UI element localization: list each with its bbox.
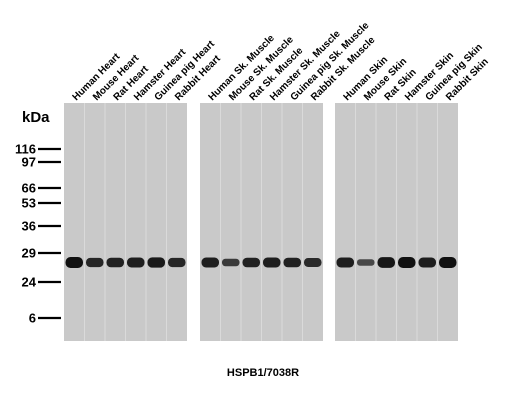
band-skeletal-muscle-3 [263, 257, 281, 268]
mw-label-29: 29 [22, 246, 36, 261]
band-skeletal-muscle-4 [283, 257, 301, 268]
mw-label-36: 36 [22, 219, 36, 234]
band-heart-1 [86, 257, 104, 268]
band-skin-0 [336, 257, 354, 268]
lane-separator [220, 103, 221, 341]
lane-separator [84, 103, 85, 341]
band-skeletal-muscle-2 [242, 257, 260, 268]
mw-label-24: 24 [22, 275, 37, 290]
band-skin-3 [398, 257, 416, 268]
band-skeletal-muscle-5 [304, 258, 322, 267]
band-heart-0 [65, 257, 83, 268]
band-heart-5 [168, 257, 186, 268]
lane-separator [125, 103, 126, 341]
mw-label-116: 116 [15, 142, 36, 157]
kda-label: kDa [22, 109, 50, 126]
blot-panels [64, 103, 458, 341]
mw-label-97: 97 [22, 155, 36, 170]
band-skin-1 [357, 259, 375, 266]
lane-separator [416, 103, 418, 341]
lane-separator [437, 103, 438, 341]
panel-heart [64, 103, 187, 341]
band-skin-2 [377, 257, 395, 268]
band-heart-3 [127, 257, 145, 268]
band-heart-4 [147, 257, 165, 268]
lane-separator [166, 103, 167, 341]
band-skeletal-muscle-1 [222, 258, 240, 267]
band-skeletal-muscle-0 [201, 257, 219, 268]
band-skin-4 [418, 257, 436, 268]
mw-label-6: 6 [29, 311, 36, 326]
lane-separator [375, 103, 377, 341]
lane-separator [145, 103, 147, 341]
lane-separator [261, 103, 262, 341]
band-heart-2 [106, 257, 124, 268]
lane-separator [104, 103, 106, 341]
band-skin-5 [439, 257, 457, 268]
mw-label-66: 66 [22, 181, 36, 196]
lane-separator [281, 103, 283, 341]
lane-separator [396, 103, 397, 341]
antibody-caption: HSPB1/7038R [227, 367, 299, 379]
panel-skeletal-muscle [200, 103, 323, 341]
lane-separator [355, 103, 356, 341]
mw-label-53: 53 [22, 196, 36, 211]
lane-separator [240, 103, 242, 341]
lane-separator [302, 103, 303, 341]
panel-skin [335, 103, 458, 341]
